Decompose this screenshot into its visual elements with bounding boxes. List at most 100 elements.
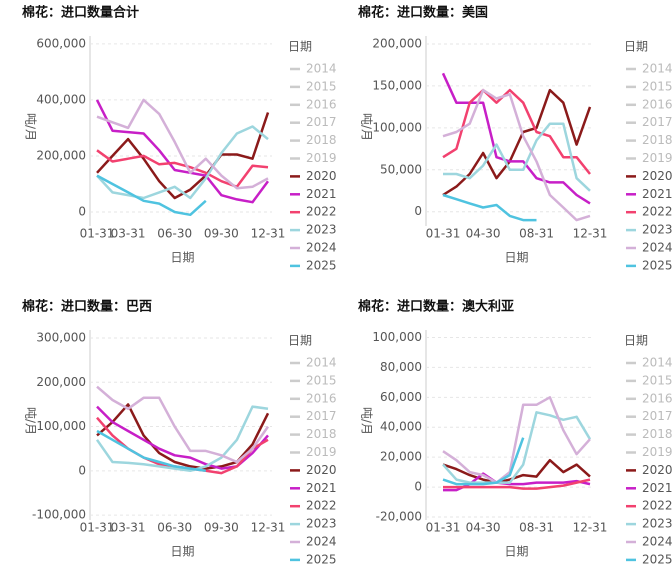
legend-label: 2015 <box>642 373 672 387</box>
y-tick-label: 100,000 <box>372 120 422 134</box>
legend-item[interactable]: 2023 <box>626 223 672 237</box>
legend-item[interactable]: 2020 <box>290 169 337 183</box>
legend-item[interactable]: 2020 <box>290 463 337 477</box>
legend-label: 2017 <box>642 409 672 423</box>
y-tick-label: 60,000 <box>380 390 422 404</box>
legend-item[interactable]: 2021 <box>290 481 337 495</box>
legend-item[interactable]: 2014 <box>290 62 337 76</box>
legend-label: 2020 <box>642 169 672 183</box>
legend-item[interactable]: 2015 <box>290 373 337 387</box>
legend-label: 2016 <box>306 97 337 111</box>
y-axis-label: 吨/月 <box>24 113 38 141</box>
legend-item[interactable]: 2024 <box>290 535 337 549</box>
legend-label: 2023 <box>306 223 337 237</box>
legend-item[interactable]: 2016 <box>626 391 672 405</box>
legend-item[interactable]: 2016 <box>626 97 672 111</box>
legend-label: 2019 <box>642 151 672 165</box>
legend-label: 2014 <box>642 62 672 76</box>
legend-item[interactable]: 2014 <box>626 62 672 76</box>
legend-title: 日期 <box>624 334 648 348</box>
legend-label: 2025 <box>306 552 337 566</box>
y-tick-label: 200,000 <box>36 375 86 389</box>
chart-panel: 棉花：进口数量：美国 0 50,000 100,000 150,000 200,000 01… <box>358 5 672 272</box>
legend-item[interactable]: 2019 <box>626 445 672 459</box>
x-tick-label: 01-31 <box>80 521 115 535</box>
series-line <box>96 125 269 200</box>
y-axis-label: 吨/月 <box>360 407 374 435</box>
legend-item[interactable]: 2016 <box>290 391 337 405</box>
legend-item[interactable]: 2017 <box>626 409 672 423</box>
legend-item[interactable]: 2025 <box>290 552 337 566</box>
legend-label: 2020 <box>642 463 672 477</box>
legend-item[interactable]: 2022 <box>626 499 672 513</box>
legend-label: 2025 <box>642 552 672 566</box>
legend-item[interactable]: 2015 <box>626 79 672 93</box>
x-tick-label: 12-31 <box>573 521 608 535</box>
x-axis-label: 日期 <box>170 545 194 559</box>
legend-label: 2015 <box>306 79 337 93</box>
legend-label: 2014 <box>642 356 672 370</box>
legend-item[interactable]: 2015 <box>290 79 337 93</box>
legend-item[interactable]: 2018 <box>290 133 337 147</box>
legend-item[interactable]: 2024 <box>626 535 672 549</box>
y-axis-label: 吨/月 <box>360 113 374 141</box>
legend-item[interactable]: 2014 <box>626 356 672 370</box>
legend-item[interactable]: 2020 <box>626 463 672 477</box>
legend-item[interactable]: 2017 <box>626 115 672 129</box>
y-tick-label: 80,000 <box>380 360 422 374</box>
legend-item[interactable]: 2024 <box>290 241 337 255</box>
legend-item[interactable]: 2018 <box>290 427 337 441</box>
legend-item[interactable]: 2016 <box>290 97 337 111</box>
legend-item[interactable]: 2019 <box>290 151 337 165</box>
legend-item[interactable]: 2022 <box>290 205 337 219</box>
legend-item[interactable]: 2025 <box>626 258 672 272</box>
series-line <box>95 99 270 204</box>
legend-label: 2019 <box>642 445 672 459</box>
x-tick-label: 12-31 <box>573 227 608 241</box>
legend-item[interactable]: 2023 <box>290 517 337 531</box>
legend-item[interactable]: 2021 <box>626 187 672 201</box>
x-tick-label: 12-31 <box>251 521 286 535</box>
series-line <box>443 478 591 490</box>
legend-item[interactable]: 2017 <box>290 115 337 129</box>
legend-item[interactable]: 2021 <box>290 187 337 201</box>
legend-item[interactable]: 2021 <box>626 481 672 495</box>
legend-item[interactable]: 2023 <box>290 223 337 237</box>
legend-item[interactable]: 2022 <box>290 499 337 513</box>
legend-label: 2024 <box>642 241 672 255</box>
legend-item[interactable]: 2017 <box>290 409 337 423</box>
x-tick-label: 08-31 <box>519 227 554 241</box>
legend-item[interactable]: 2014 <box>290 356 337 370</box>
x-tick-label: 09-30 <box>204 521 239 535</box>
legend-item[interactable]: 2025 <box>290 258 337 272</box>
legend-item[interactable]: 2015 <box>626 373 672 387</box>
legend-item[interactable]: 2024 <box>626 241 672 255</box>
y-tick-label: 0 <box>414 204 422 218</box>
legend-label: 2017 <box>306 115 337 129</box>
legend-item[interactable]: 2018 <box>626 133 672 147</box>
y-axis-label: 吨/月 <box>24 407 38 435</box>
legend-label: 2024 <box>642 535 672 549</box>
legend-label: 2016 <box>642 391 672 405</box>
x-tick-label: 06-30 <box>157 227 192 241</box>
x-tick-label: 01-31 <box>426 521 461 535</box>
series-line <box>442 411 592 484</box>
series-line <box>96 429 206 473</box>
legend-item[interactable]: 2019 <box>290 445 337 459</box>
legend-label: 2020 <box>306 463 337 477</box>
series-line <box>441 72 591 205</box>
chart-title: 棉花：进口数量：巴西 <box>22 299 152 315</box>
x-tick-label: 09-30 <box>204 227 239 241</box>
legend-label: 2023 <box>642 517 672 531</box>
legend-item[interactable]: 2022 <box>626 205 672 219</box>
chart-panel: 棉花：进口数量合计 0 200,000 400,000 600,000 01-3103-3… <box>22 5 337 272</box>
chart-panel: 棉花：进口数量：澳大利亚 -20,000 0 20,000 40,000 60,000 80… <box>358 299 672 566</box>
legend-label: 2014 <box>306 356 337 370</box>
legend-label: 2016 <box>642 97 672 111</box>
legend-item[interactable]: 2018 <box>626 427 672 441</box>
legend-label: 2018 <box>306 427 337 441</box>
legend-item[interactable]: 2019 <box>626 151 672 165</box>
legend-item[interactable]: 2020 <box>626 169 672 183</box>
legend-item[interactable]: 2025 <box>626 552 672 566</box>
legend-item[interactable]: 2023 <box>626 517 672 531</box>
